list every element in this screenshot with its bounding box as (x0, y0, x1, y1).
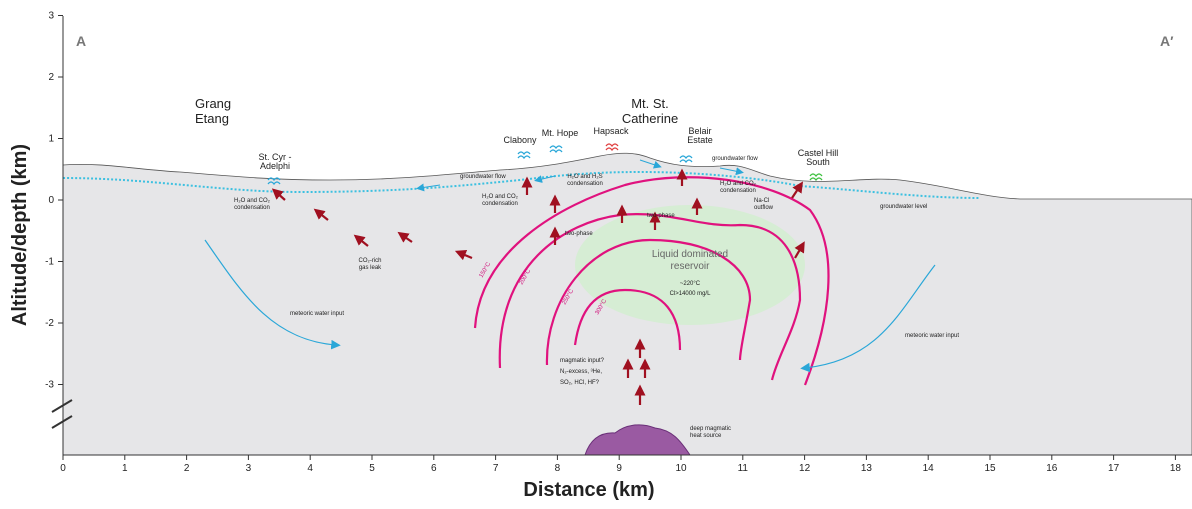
annotation: meteoric water input (905, 333, 959, 339)
x-tick-label: 4 (307, 463, 313, 474)
annotation: ~220°C (680, 281, 701, 287)
x-tick-label: 15 (984, 463, 996, 474)
section-start: A (76, 33, 86, 49)
y-tick-label: -2 (45, 318, 54, 329)
x-tick-label: 16 (1046, 463, 1058, 474)
x-tick-label: 10 (675, 463, 687, 474)
x-tick-label: 17 (1108, 463, 1120, 474)
annotation: meteoric water input (290, 311, 344, 317)
x-tick-label: 8 (555, 463, 561, 474)
y-tick-label: 0 (48, 195, 54, 206)
place: Mt. St.Catherine (622, 96, 678, 126)
y-tick-label: 1 (48, 134, 54, 145)
x-tick-label: 5 (369, 463, 375, 474)
place: Hapsack (593, 126, 629, 136)
annotation: Cl>14000 mg/L (670, 291, 712, 297)
x-tick-label: 12 (799, 463, 811, 474)
place: Mt. Hope (542, 128, 579, 138)
annotation: two-phase (647, 213, 675, 219)
x-tick-label: 7 (493, 463, 499, 474)
cross-section: 150°C 200°C 250°C 300°C 0123456789101112… (0, 0, 1192, 509)
x-tick-label: 18 (1170, 463, 1182, 474)
y-tick-label: 3 (48, 11, 54, 22)
x-tick-label: 11 (738, 463, 749, 474)
place: Clabony (503, 135, 537, 145)
y-tick-label: -1 (45, 257, 54, 268)
place: St. Cyr -Adelphi (259, 152, 292, 171)
annotation: magmatic input?N₂-excess, ³He,SO₂, HCl, … (560, 358, 605, 386)
y-tick-label: 2 (48, 72, 54, 83)
x-axis-title: Distance (km) (523, 479, 654, 501)
x-tick-label: 9 (616, 463, 622, 474)
x-tick-label: 1 (122, 463, 128, 474)
annotation: groundwater flow (712, 156, 758, 162)
annotation: two-phase (565, 231, 593, 237)
y-axis-title: Altitude/depth (km) (9, 144, 31, 326)
x-tick-label: 3 (246, 463, 252, 474)
x-tick-label: 6 (431, 463, 437, 474)
x-tick-label: 14 (923, 463, 935, 474)
section-end: A′ (1160, 33, 1174, 49)
x-tick-label: 2 (184, 463, 190, 474)
x-tick-label: 13 (861, 463, 873, 474)
annotation: groundwater level (880, 204, 927, 210)
y-tick-label: -3 (45, 380, 54, 391)
annotation: groundwater flow (460, 174, 506, 180)
x-tick-label: 0 (60, 463, 66, 474)
